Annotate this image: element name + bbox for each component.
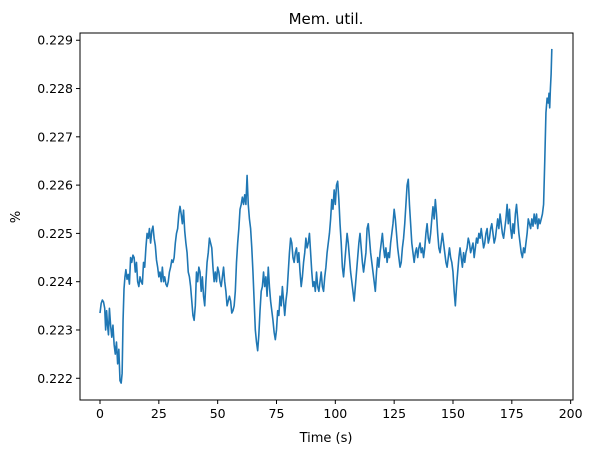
y-tick-label: 0.227: [37, 129, 73, 144]
y-axis: 0.222 0.223 0.224 0.225 0.226 0.227 0.228 0.229: [37, 33, 80, 386]
x-tick-label: 100: [323, 406, 347, 421]
x-tick-label: 25: [151, 406, 167, 421]
x-tick-label: 125: [382, 406, 406, 421]
x-axis-label: Time (s): [299, 431, 353, 446]
x-tick-label: 0: [96, 406, 104, 421]
y-tick-label: 0.226: [37, 178, 73, 193]
y-tick-label: 0.228: [37, 81, 73, 96]
series-layer: [99, 48, 553, 384]
x-tick-label: 50: [210, 406, 226, 421]
x-axis: 0 25 50 75 100 125 150 175 200: [96, 400, 583, 421]
y-axis-label: %: [9, 211, 24, 223]
y-tick-label: 0.223: [37, 322, 73, 337]
y-tick-label: 0.225: [37, 226, 73, 241]
y-tick-label: 0.222: [37, 371, 73, 386]
series-line: [99, 48, 553, 384]
plot-frame: [79, 32, 574, 401]
chart-title: Mem. util.: [289, 10, 364, 28]
plot-area: [79, 32, 574, 401]
x-tick-label: 150: [441, 406, 465, 421]
x-tick-label: 175: [500, 406, 524, 421]
y-tick-label: 0.229: [37, 33, 73, 48]
y-tick-label: 0.224: [37, 274, 73, 289]
x-tick-label: 200: [559, 406, 583, 421]
x-tick-label: 75: [269, 406, 285, 421]
